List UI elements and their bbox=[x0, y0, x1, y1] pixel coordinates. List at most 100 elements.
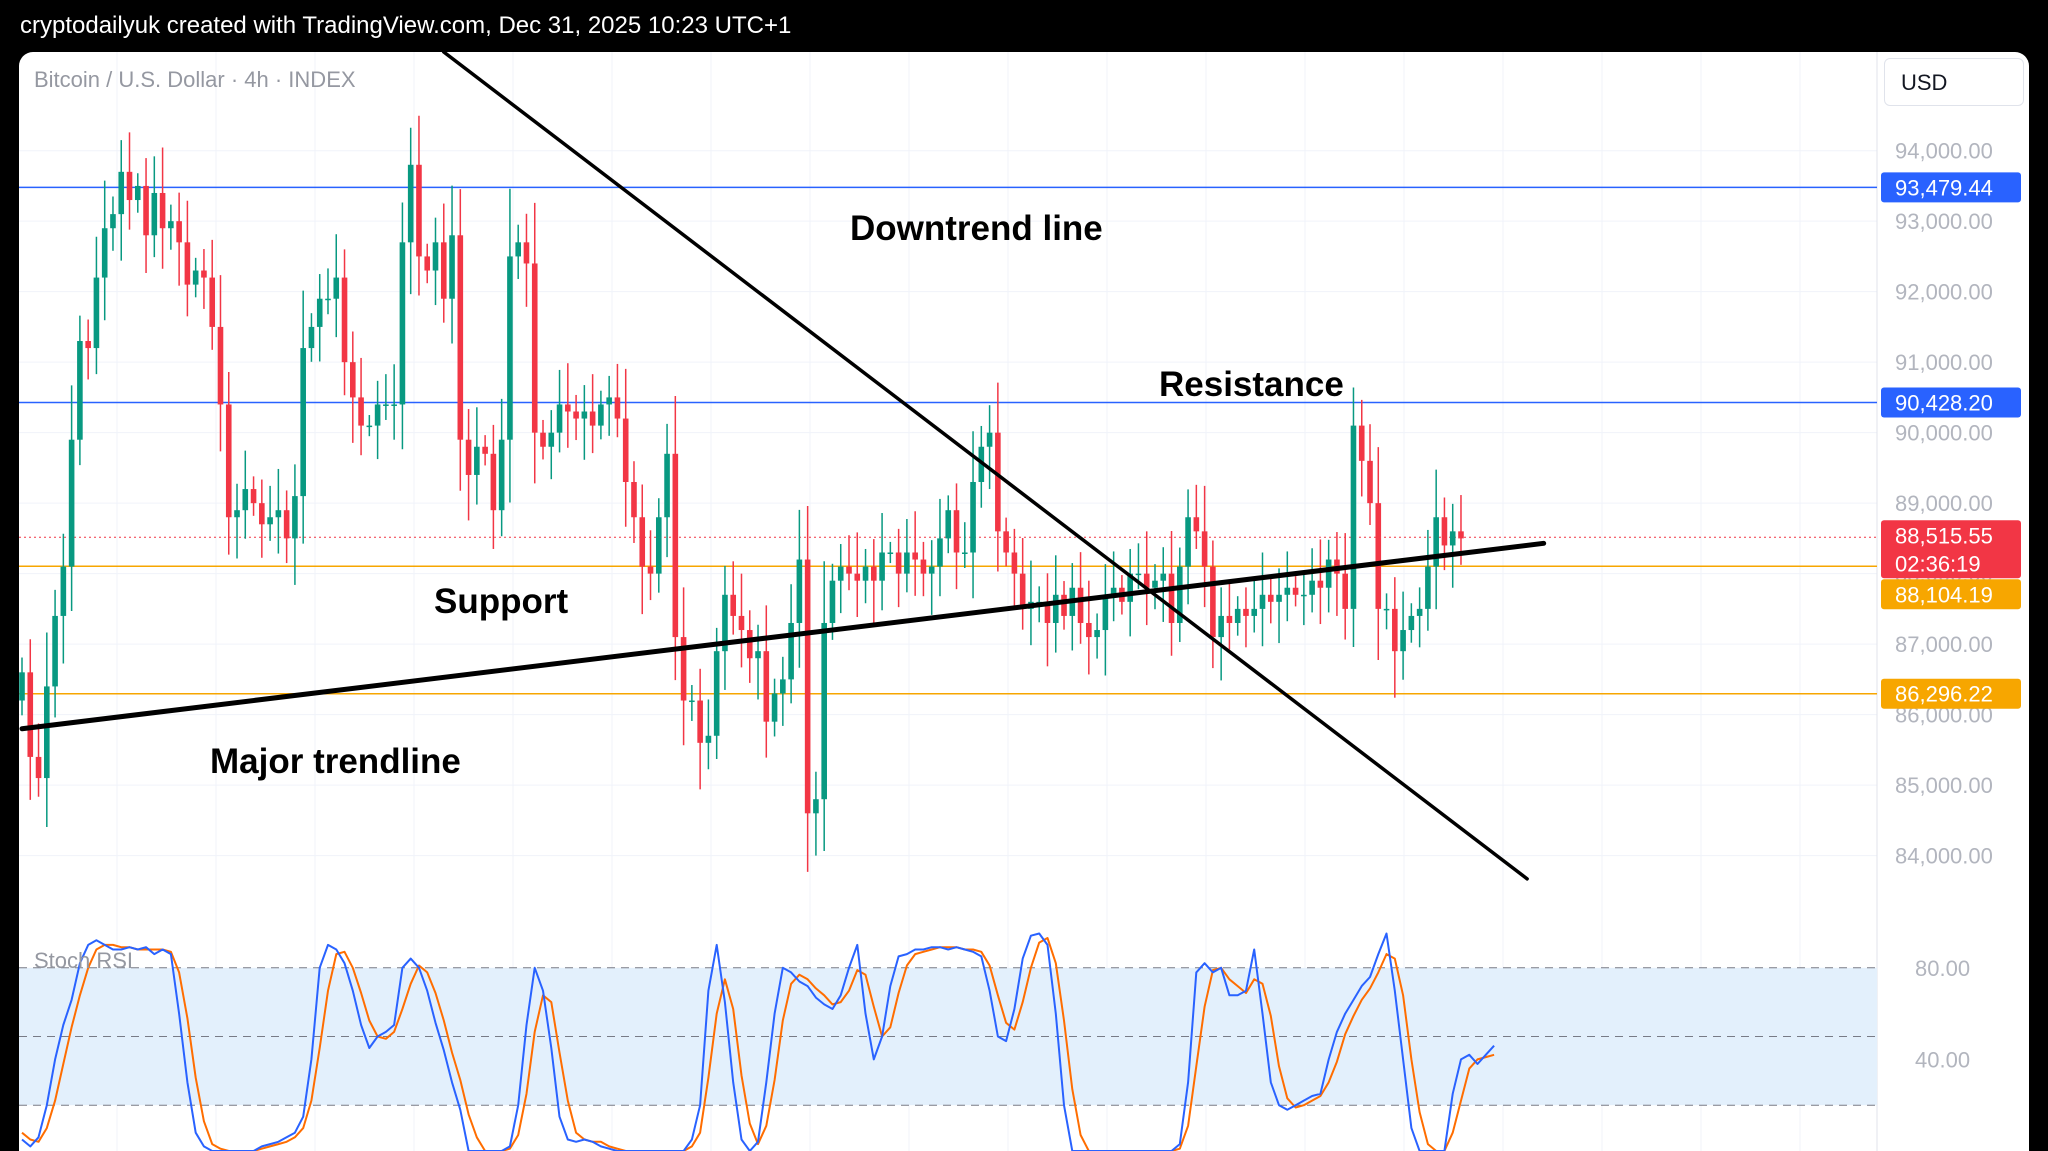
candle-body[interactable] bbox=[1358, 425, 1365, 461]
currency-selector[interactable]: USD bbox=[1884, 58, 2024, 106]
candle-body[interactable] bbox=[589, 411, 596, 426]
candle-body[interactable] bbox=[904, 552, 910, 574]
candle-body[interactable] bbox=[1110, 587, 1117, 595]
candle-body[interactable] bbox=[887, 552, 894, 554]
candle-body[interactable] bbox=[168, 221, 174, 229]
candle-body[interactable] bbox=[300, 348, 306, 497]
candle-body[interactable] bbox=[1375, 503, 1382, 609]
candle-body[interactable] bbox=[523, 242, 530, 264]
candle-body[interactable] bbox=[1168, 573, 1175, 623]
candle-body[interactable] bbox=[862, 566, 869, 581]
candle-body[interactable] bbox=[1234, 608, 1241, 623]
candle-body[interactable] bbox=[1193, 517, 1200, 532]
candle-body[interactable] bbox=[432, 242, 439, 271]
candle-body[interactable] bbox=[1218, 615, 1224, 638]
candle-body[interactable] bbox=[854, 573, 861, 581]
candle-body[interactable] bbox=[118, 171, 125, 215]
candle-body[interactable] bbox=[639, 517, 646, 567]
candle-body[interactable] bbox=[250, 489, 257, 504]
candle-body[interactable] bbox=[1210, 566, 1216, 638]
candle-body[interactable] bbox=[341, 277, 348, 363]
candle-body[interactable] bbox=[159, 192, 166, 229]
candle-body[interactable] bbox=[573, 411, 579, 419]
candle-body[interactable] bbox=[1342, 573, 1348, 609]
candle-body[interactable] bbox=[1292, 587, 1299, 595]
candle-body[interactable] bbox=[333, 277, 340, 299]
candle-body[interactable] bbox=[275, 510, 282, 518]
candle-body[interactable] bbox=[846, 566, 852, 574]
candle-body[interactable] bbox=[986, 432, 993, 447]
candle-body[interactable] bbox=[126, 171, 133, 201]
candle-body[interactable] bbox=[1102, 594, 1109, 631]
candle-body[interactable] bbox=[829, 580, 836, 623]
candle-body[interactable] bbox=[101, 228, 108, 278]
candle-body[interactable] bbox=[1177, 566, 1183, 623]
candle-body[interactable] bbox=[1408, 615, 1415, 631]
candle-body[interactable] bbox=[1226, 615, 1233, 623]
candle-body[interactable] bbox=[19, 672, 25, 701]
candle-body[interactable] bbox=[689, 700, 695, 703]
candle-body[interactable] bbox=[1441, 517, 1448, 546]
candle-body[interactable] bbox=[1416, 608, 1423, 616]
candle-body[interactable] bbox=[52, 615, 58, 687]
chart-panel[interactable]: 94,000.00 93,000.00 92,000.00 91,000.00 90,0… bbox=[19, 52, 2029, 1151]
candle-body[interactable] bbox=[85, 341, 91, 349]
candle-body[interactable] bbox=[184, 242, 191, 285]
candle-body[interactable] bbox=[548, 432, 555, 447]
candle-body[interactable] bbox=[498, 439, 505, 511]
candle-body[interactable] bbox=[1143, 573, 1150, 588]
candle-body[interactable] bbox=[325, 298, 331, 301]
candle-body[interactable] bbox=[1449, 531, 1456, 546]
candle-body[interactable] bbox=[664, 453, 670, 518]
candle-body[interactable] bbox=[93, 277, 100, 349]
candle-body[interactable] bbox=[1276, 594, 1282, 602]
candle-body[interactable] bbox=[540, 432, 546, 447]
candle-body[interactable] bbox=[1003, 531, 1009, 553]
candle-body[interactable] bbox=[259, 503, 265, 525]
candle-body[interactable] bbox=[134, 185, 141, 201]
candle-body[interactable] bbox=[60, 566, 67, 616]
candle-body[interactable] bbox=[1152, 580, 1158, 588]
candle-body[interactable] bbox=[1185, 517, 1191, 567]
candle-body[interactable] bbox=[713, 651, 720, 736]
candle-body[interactable] bbox=[474, 446, 480, 475]
candle-body[interactable] bbox=[1350, 425, 1357, 609]
candle-body[interactable] bbox=[482, 446, 488, 454]
candle-body[interactable] bbox=[697, 700, 703, 743]
candle-body[interactable] bbox=[283, 510, 290, 539]
candle-body[interactable] bbox=[1267, 594, 1274, 602]
candle-body[interactable] bbox=[1425, 566, 1431, 609]
candle-body[interactable] bbox=[606, 397, 612, 405]
candle-body[interactable] bbox=[1367, 460, 1373, 504]
candle-body[interactable] bbox=[788, 622, 794, 680]
candle-body[interactable] bbox=[308, 326, 315, 349]
candle-body[interactable] bbox=[374, 404, 381, 426]
candle-body[interactable] bbox=[1201, 531, 1208, 567]
candle-body[interactable] bbox=[490, 453, 497, 511]
candle-body[interactable] bbox=[515, 242, 521, 257]
candle-body[interactable] bbox=[1317, 580, 1324, 588]
candle-body[interactable] bbox=[35, 756, 42, 779]
candle-body[interactable] bbox=[655, 517, 662, 574]
candle-body[interactable] bbox=[292, 496, 298, 539]
candle-body[interactable] bbox=[705, 735, 712, 743]
candle-body[interactable] bbox=[1052, 594, 1059, 623]
candle-body[interactable] bbox=[68, 439, 75, 567]
candle-body[interactable] bbox=[27, 672, 34, 757]
candle-body[interactable] bbox=[44, 686, 50, 779]
candle-body[interactable] bbox=[631, 482, 637, 518]
candle-body[interactable] bbox=[953, 510, 960, 553]
candle-body[interactable] bbox=[920, 559, 927, 574]
candle-body[interactable] bbox=[680, 637, 687, 701]
candle-body[interactable] bbox=[225, 404, 232, 518]
candle-body[interactable] bbox=[110, 214, 116, 229]
candle-body[interactable] bbox=[1019, 573, 1026, 609]
candle-body[interactable] bbox=[1061, 594, 1067, 616]
candle-body[interactable] bbox=[895, 552, 902, 574]
candle-body[interactable] bbox=[1383, 608, 1390, 611]
candle-body[interactable] bbox=[399, 242, 406, 405]
candle-body[interactable] bbox=[507, 256, 513, 440]
candle-body[interactable] bbox=[217, 326, 224, 405]
candle-body[interactable] bbox=[531, 263, 538, 433]
downtrend-line[interactable] bbox=[442, 52, 1529, 881]
